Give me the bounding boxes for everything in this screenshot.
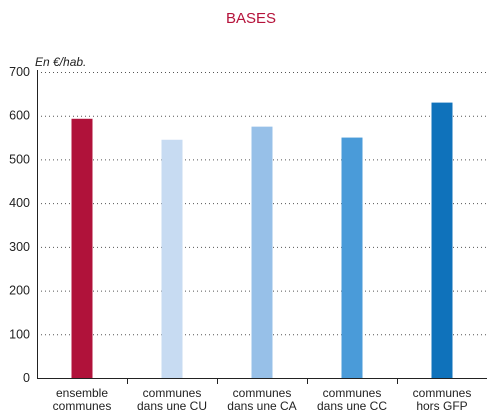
y-tick-label-500: 500 (9, 152, 30, 166)
x-tick-label-line: communes (53, 399, 112, 413)
x-tick-label-line: ensemble (56, 386, 108, 400)
bars (71, 102, 453, 379)
x-tick-label-2: communes dans une CU (137, 386, 207, 413)
y-tick-label-100: 100 (9, 327, 30, 341)
y-tick-label-700: 700 (9, 65, 30, 79)
axes (37, 70, 487, 384)
y-tick-label-600: 600 (9, 109, 30, 123)
bar-3 (251, 126, 273, 379)
x-tick-label-1: ensemble communes (53, 386, 112, 413)
chart-title: BASES (226, 10, 276, 27)
x-tick-label-line: hors GFP (416, 399, 467, 413)
y-tick-label-400: 400 (9, 196, 30, 210)
x-tick-label-line: dans une CA (227, 399, 296, 413)
bar-2 (161, 139, 183, 378)
x-tick-label-line: communes (413, 386, 472, 400)
x-tick-label-line: communes (143, 386, 202, 400)
x-tick-label-line: communes (233, 386, 292, 400)
x-tick-label-line: communes (323, 386, 382, 400)
y-tick-label-300: 300 (9, 240, 30, 254)
x-tick-label-line: dans une CU (137, 399, 207, 413)
bar-5 (431, 102, 453, 378)
y-tick-labels: 0 100 200 300 400 500 600 700 (9, 65, 30, 385)
y-tick-label-0: 0 (23, 371, 30, 385)
x-tick-label-4: communes dans une CC (317, 386, 387, 413)
y-tick-label-200: 200 (9, 284, 30, 298)
x-tick-label-line: dans une CC (317, 399, 387, 413)
bar-1 (71, 118, 93, 378)
unit-label: En €/hab. (35, 55, 86, 69)
x-tick-label-3: communes dans une CA (227, 386, 296, 413)
bar-4 (341, 137, 363, 378)
x-tick-label-5: communes hors GFP (413, 386, 472, 413)
